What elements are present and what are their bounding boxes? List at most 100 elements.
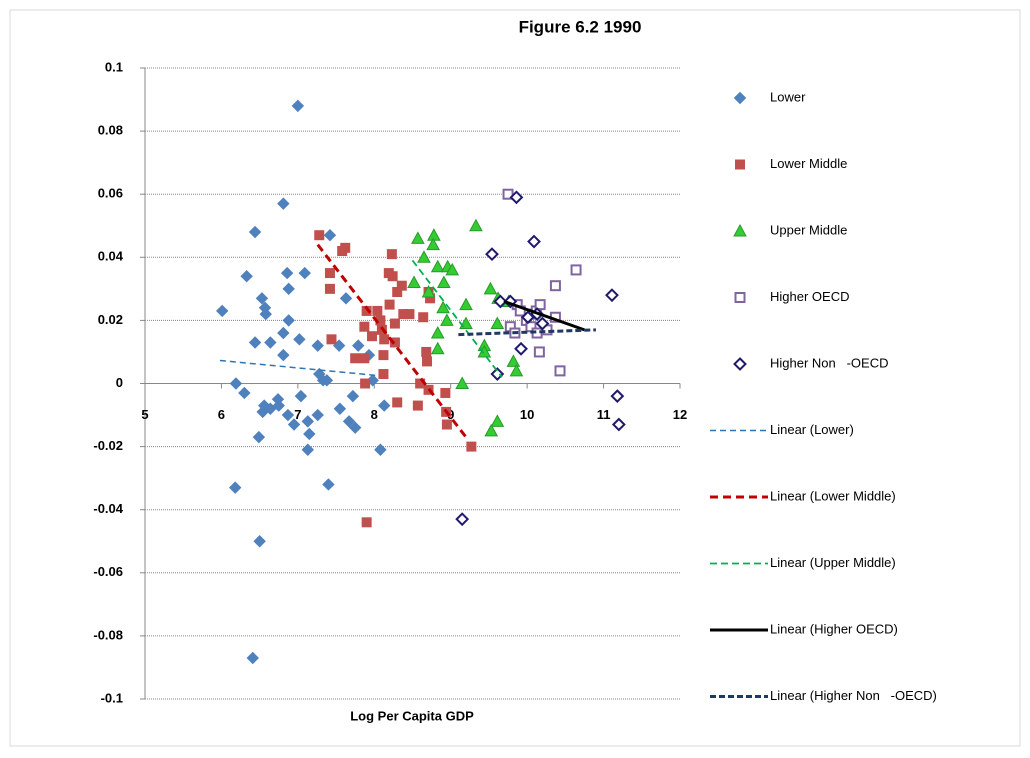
point [360, 378, 371, 389]
point [535, 316, 550, 331]
point [378, 350, 389, 361]
point [359, 353, 370, 364]
point [534, 299, 546, 311]
x-tick-label: 11 [597, 407, 611, 422]
point [570, 264, 582, 276]
legend-label: Higher OECD [770, 289, 849, 304]
point [346, 389, 360, 403]
point [445, 262, 460, 276]
legend-marker [733, 357, 747, 371]
point [407, 275, 421, 289]
y-tick-label: 0.02 [98, 312, 123, 327]
x-tick-label: 8 [371, 407, 378, 422]
point [374, 443, 387, 456]
legend-label: Upper Middle [770, 222, 847, 237]
legend-marker [733, 91, 747, 105]
point [386, 249, 397, 260]
point [280, 266, 294, 280]
point [493, 294, 508, 309]
point [436, 275, 451, 289]
point [361, 517, 372, 528]
point [277, 348, 290, 362]
point [238, 386, 251, 400]
point [396, 280, 407, 291]
point [253, 535, 266, 548]
trendline [503, 300, 585, 332]
point [337, 245, 348, 256]
y-tick-label: 0.1 [105, 59, 123, 74]
trendline [316, 243, 468, 439]
point [301, 415, 314, 428]
point [440, 313, 454, 326]
point [248, 336, 262, 349]
point [322, 478, 335, 491]
point [502, 188, 514, 200]
y-tick-label: -0.1 [101, 690, 123, 705]
legend-marker [733, 223, 747, 237]
point [422, 356, 433, 367]
chart-title: Figure 6.2 1990 [519, 17, 642, 36]
point [215, 304, 229, 318]
point [228, 481, 242, 494]
legend-label: Linear (Higher OECD) [770, 621, 898, 636]
point [255, 292, 269, 305]
point [291, 99, 305, 113]
x-tick-label: 6 [218, 407, 225, 422]
point [484, 423, 499, 437]
point [490, 316, 505, 330]
y-tick-label: -0.06 [93, 564, 123, 579]
point [436, 300, 450, 314]
x-tick-label: 12 [673, 407, 687, 422]
point [485, 247, 499, 262]
point [418, 312, 429, 323]
point [426, 237, 440, 251]
point [314, 230, 325, 241]
point [277, 197, 290, 210]
point [549, 280, 561, 292]
point [372, 305, 383, 316]
legend-label: Linear (Higher Non -OECD) [770, 688, 937, 703]
y-tick-label: 0.08 [98, 123, 123, 138]
point [421, 284, 436, 298]
point [509, 190, 524, 205]
x-tick-label: 7 [294, 407, 301, 422]
point [352, 339, 365, 352]
point [311, 339, 324, 352]
point [301, 443, 314, 456]
legend-label: Higher Non -OECD [770, 355, 888, 370]
legend-label: Linear (Lower) [770, 422, 854, 437]
point [378, 399, 391, 412]
point [440, 387, 451, 398]
point [430, 325, 445, 339]
trendline [219, 359, 379, 377]
point [287, 418, 301, 431]
point [271, 393, 285, 406]
point [264, 336, 277, 349]
point [554, 365, 566, 377]
point [281, 408, 295, 422]
point [411, 231, 425, 244]
point [282, 282, 295, 296]
point [378, 369, 389, 380]
point [417, 250, 431, 263]
point [455, 376, 470, 389]
point [527, 234, 541, 249]
point [533, 346, 545, 358]
point [404, 309, 415, 320]
point [389, 318, 400, 329]
point [441, 419, 452, 430]
point [483, 281, 498, 295]
point [509, 363, 524, 377]
point [610, 389, 625, 404]
legend-marker [734, 292, 746, 303]
point [324, 283, 335, 294]
y-tick-label: -0.04 [93, 501, 123, 516]
point [469, 218, 483, 232]
x-axis-label: Log Per Capita GDP [350, 708, 474, 723]
legend-label: Lower Middle [770, 156, 847, 171]
chart-border [9, 9, 1021, 747]
point [248, 225, 262, 239]
point [455, 512, 470, 527]
